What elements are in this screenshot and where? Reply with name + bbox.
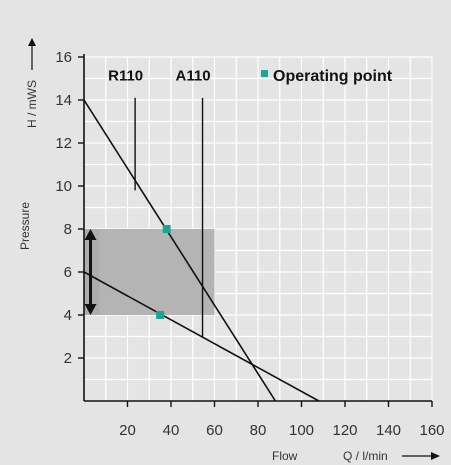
x-tick-label: 40 — [163, 422, 180, 439]
x-tick-label: 100 — [289, 422, 314, 439]
x-axis-arrow-head — [431, 452, 440, 460]
y-tick-label: 8 — [64, 221, 72, 238]
operating-point-1 — [162, 225, 171, 233]
legend: Operating point — [261, 68, 393, 85]
range-arrow-head-down — [84, 304, 97, 315]
y-tick-label: 12 — [55, 135, 72, 152]
y-tick-label: 4 — [64, 307, 72, 324]
x-tick-label: 80 — [250, 422, 267, 439]
marker-label-r110: R110 — [108, 68, 143, 85]
x-tick-label: 160 — [419, 422, 444, 439]
x-tick-label: 20 — [119, 422, 136, 439]
operating-range-inner — [99, 229, 215, 315]
x-tick-label: 140 — [376, 422, 401, 439]
y-tick-label: 2 — [64, 350, 72, 367]
y-axis-arrow-head — [28, 38, 36, 46]
x-axis-unit: Q / l/min — [343, 449, 388, 463]
operating-point-2 — [156, 311, 165, 319]
legend-swatch-operating-point — [261, 70, 268, 77]
y-axis-label: Pressure — [18, 202, 32, 250]
marker-label-a110: A110 — [176, 68, 211, 85]
y-tick-label: 6 — [64, 264, 72, 281]
y-tick-label: 10 — [55, 178, 72, 195]
system-curve-1 — [83, 99, 277, 402]
system-curve-2 — [83, 271, 320, 402]
y-tick-label: 14 — [55, 92, 72, 109]
y-tick-label: 16 — [55, 49, 72, 66]
x-tick-label: 120 — [332, 422, 357, 439]
legend-label-operating-point: Operating point — [273, 68, 393, 85]
x-tick-label: 60 — [206, 422, 223, 439]
y-axis-unit: H / mWS — [25, 80, 39, 128]
range-arrow-head-up — [84, 229, 97, 240]
x-axis-label: Flow — [272, 449, 298, 463]
